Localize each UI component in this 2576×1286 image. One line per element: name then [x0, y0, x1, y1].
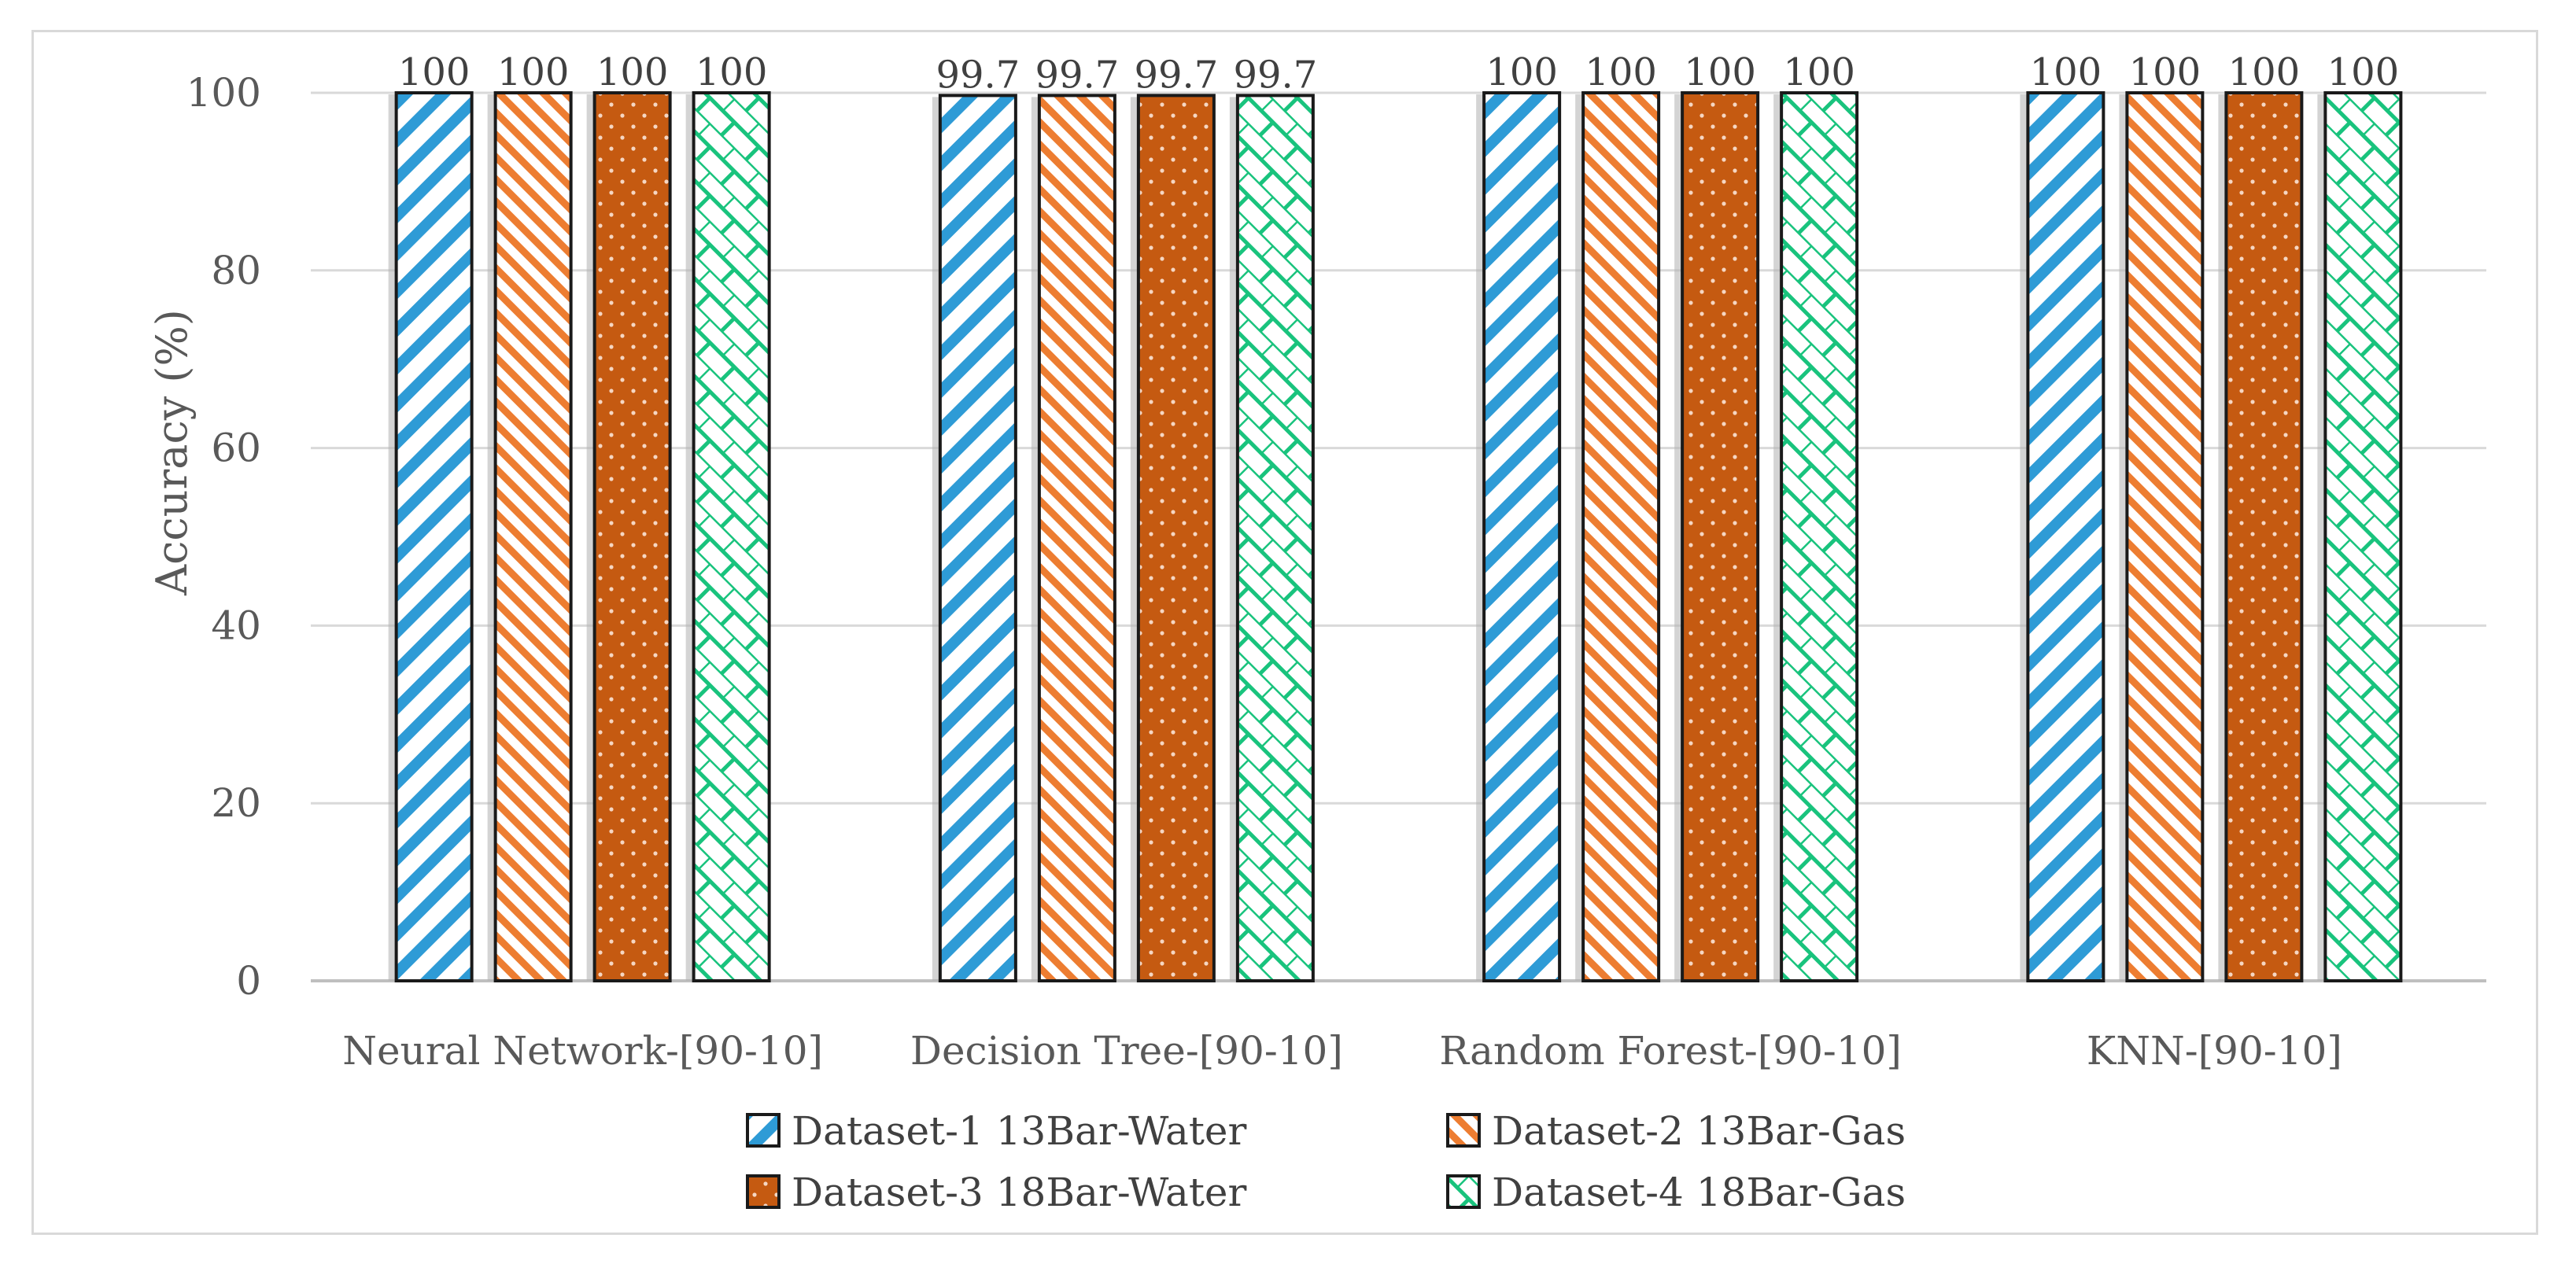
- data-label: 100: [2228, 50, 2301, 94]
- legend-swatch: [1446, 1113, 1481, 1148]
- data-label: 100: [1485, 50, 1558, 94]
- data-label: 100: [398, 50, 471, 94]
- y-tick-label: 20: [211, 780, 261, 826]
- bar-shadow: [1575, 94, 1584, 981]
- bar: [1482, 91, 1562, 982]
- y-tick-label: 60: [211, 426, 261, 471]
- legend-item: Dataset-1 13Bar-Water: [746, 1108, 1247, 1154]
- data-label: 100: [1783, 50, 1855, 94]
- legend-label: Dataset-2 13Bar-Gas: [1492, 1108, 1906, 1154]
- data-label: 100: [2129, 50, 2201, 94]
- bar: [2125, 91, 2205, 982]
- x-axis-categories: Neural Network-[90-10] Decision Tree-[90-…: [342, 1028, 2342, 1074]
- legend-item: Dataset-3 18Bar-Water: [746, 1170, 1247, 1215]
- bar-shadow: [1229, 97, 1238, 982]
- bar: [1235, 94, 1315, 983]
- bar: [692, 91, 771, 982]
- x-category-label: KNN-[90-10]: [2087, 1028, 2342, 1074]
- bar: [2224, 91, 2304, 982]
- bar: [394, 91, 474, 982]
- data-label: 100: [1585, 50, 1657, 94]
- bar-shadow: [2317, 94, 2326, 981]
- y-tick-label: 100: [186, 70, 261, 116]
- bar: [2026, 91, 2105, 982]
- y-tick-label: 0: [236, 958, 261, 1004]
- data-label: 99.7: [936, 53, 1020, 97]
- legend-swatch: [1446, 1174, 1481, 1209]
- legend-item: Dataset-4 18Bar-Gas: [1446, 1170, 1906, 1215]
- y-tick-label: 80: [211, 248, 261, 293]
- legend-swatch: [746, 1113, 781, 1148]
- bars: [388, 91, 2403, 983]
- bar-shadow: [685, 94, 694, 981]
- bar-shadow: [932, 97, 940, 982]
- bar-shadow: [2020, 94, 2028, 981]
- bar: [1681, 91, 1760, 982]
- legend-item: Dataset-2 13Bar-Gas: [1446, 1108, 1906, 1154]
- bar-shadow: [1674, 94, 1683, 981]
- legend: Dataset-1 13Bar-Water Dataset-2 13Bar-Gas…: [746, 1108, 1906, 1215]
- bar: [1581, 91, 1661, 982]
- bar-shadow: [487, 94, 496, 981]
- y-axis-title: Accuracy (%): [147, 309, 197, 596]
- bar-shadow: [1773, 94, 1782, 981]
- legend-label: Dataset-4 18Bar-Gas: [1492, 1170, 1906, 1215]
- bar: [2323, 91, 2403, 982]
- bar: [1037, 94, 1116, 983]
- x-category-label: Decision Tree-[90-10]: [910, 1028, 1343, 1074]
- legend-swatch: [746, 1174, 781, 1209]
- bar: [938, 94, 1017, 983]
- data-label: 99.7: [1233, 53, 1317, 97]
- bar-shadow: [1130, 97, 1139, 982]
- bar-shadow: [586, 94, 595, 981]
- bar-shadow: [388, 94, 397, 981]
- bar: [1780, 91, 1859, 982]
- y-axis-ticks: 0 20 40 60 80 100: [186, 70, 261, 1004]
- bar-shadow: [1031, 97, 1039, 982]
- bar-shadow: [2119, 94, 2128, 981]
- y-tick-label: 40: [211, 602, 261, 648]
- data-label: 100: [2030, 50, 2102, 94]
- data-label: 99.7: [1134, 53, 1218, 97]
- legend-label: Dataset-1 13Bar-Water: [792, 1108, 1247, 1154]
- data-label: 100: [596, 50, 669, 94]
- x-category-label: Neural Network-[90-10]: [342, 1028, 823, 1074]
- bar-shadow: [2218, 94, 2227, 981]
- data-label: 100: [1684, 50, 1756, 94]
- data-label: 100: [2327, 50, 2400, 94]
- data-label: 100: [497, 50, 570, 94]
- legend-label: Dataset-3 18Bar-Water: [792, 1170, 1247, 1215]
- data-label: 99.7: [1035, 53, 1119, 97]
- data-labels: 100 100 100 100 99.7 99.7 99.7 99.7 100 100 100 100…: [398, 50, 2399, 97]
- bar: [1136, 94, 1216, 983]
- bar: [592, 91, 672, 982]
- data-label: 100: [696, 50, 768, 94]
- bar: [493, 91, 573, 982]
- x-category-label: Random Forest-[90-10]: [1439, 1028, 1902, 1074]
- bar-shadow: [1476, 94, 1485, 981]
